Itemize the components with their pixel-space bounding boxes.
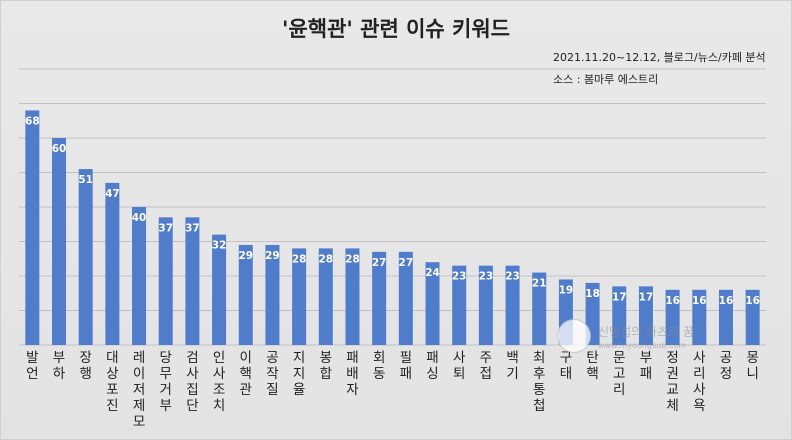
bar (612, 286, 627, 345)
data-label: 17 (612, 291, 627, 303)
data-label: 23 (505, 271, 520, 283)
bar (292, 248, 307, 345)
bar (665, 289, 680, 345)
bar (745, 289, 760, 345)
data-label: 27 (372, 257, 387, 269)
data-label: 18 (585, 288, 600, 300)
data-label: 60 (52, 143, 67, 155)
data-label: 28 (318, 253, 333, 265)
data-label: 29 (265, 250, 280, 262)
bar (452, 265, 467, 345)
data-label: 16 (665, 295, 680, 307)
data-label: 21 (532, 278, 547, 290)
bar (638, 286, 653, 345)
bar (478, 265, 493, 345)
bar (532, 272, 547, 345)
data-label: 16 (692, 295, 707, 307)
data-label: 68 (25, 115, 40, 127)
data-label: 51 (78, 174, 93, 186)
chart-source: 소스 : 봄마루 에스트리 (553, 73, 659, 86)
data-label: 37 (185, 222, 200, 234)
bar (692, 289, 707, 345)
bar (158, 217, 173, 345)
bar (52, 138, 67, 345)
bar (505, 265, 520, 345)
data-label: 29 (238, 250, 253, 262)
watermark-url: www.myoungsub.com (598, 341, 687, 350)
data-label: 28 (292, 253, 307, 265)
bar (265, 244, 280, 345)
data-label: 32 (212, 240, 227, 252)
watermark-text: 신명섭의 하츠의 꿈 (598, 325, 694, 339)
data-label: 28 (345, 253, 360, 265)
data-label: 23 (452, 271, 467, 283)
bar (238, 244, 253, 345)
chart-subtitle: 2021.11.20~12.12, 블로그/뉴스/카페 분석 (553, 51, 766, 64)
data-label: 19 (559, 284, 574, 296)
bar (345, 248, 360, 345)
bar (372, 251, 387, 345)
bar (212, 234, 227, 345)
bar (25, 110, 40, 346)
data-label: 24 (425, 267, 440, 279)
data-label: 16 (719, 295, 734, 307)
bar (318, 248, 333, 345)
data-label: 27 (399, 257, 414, 269)
bar (398, 251, 413, 345)
data-label: 17 (639, 291, 654, 303)
bar (185, 217, 200, 345)
data-label: 47 (105, 188, 120, 200)
data-label: 23 (479, 271, 494, 283)
chart-title: '윤핵관' 관련 이슈 키워드 (282, 17, 510, 41)
bar (425, 262, 440, 345)
bar (105, 182, 120, 345)
bar (78, 169, 93, 345)
data-label: 37 (158, 222, 173, 234)
data-label: 16 (745, 295, 760, 307)
bar (718, 289, 733, 345)
watermark-avatar (557, 319, 591, 353)
data-label: 40 (132, 212, 147, 224)
bar (132, 207, 147, 345)
